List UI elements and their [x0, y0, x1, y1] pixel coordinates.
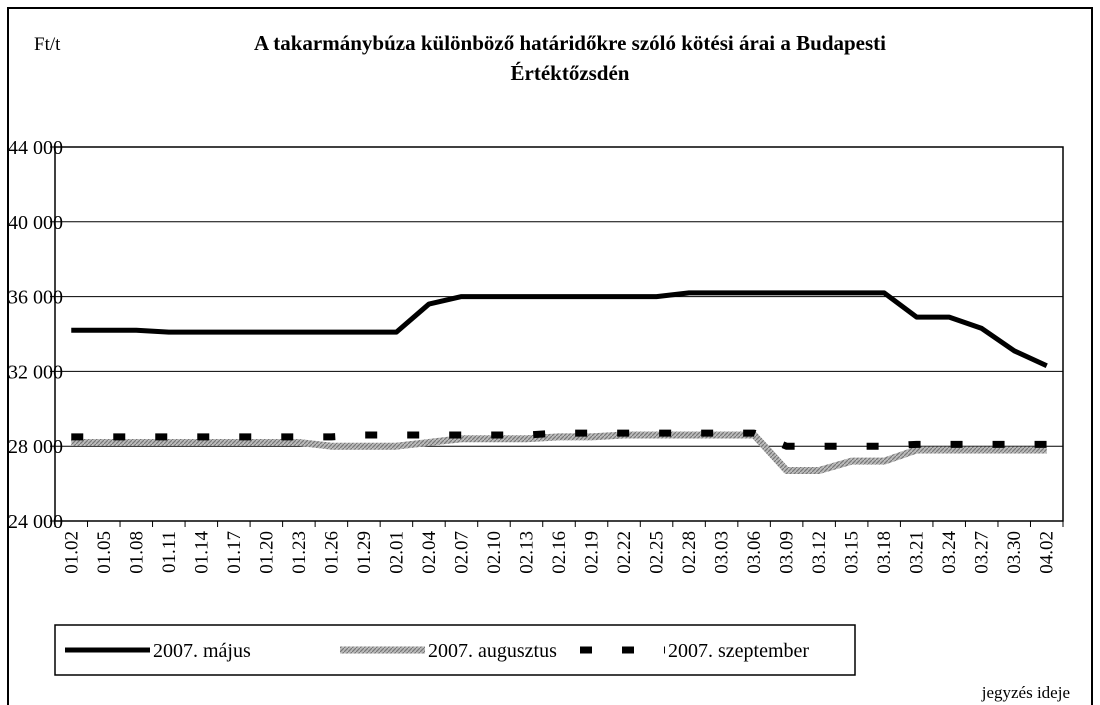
- x-tick-label: 02.01: [386, 531, 407, 574]
- x-tick-label: 03.15: [842, 531, 863, 574]
- x-tick-label: 02.16: [549, 531, 570, 574]
- frame: [7, 7, 1093, 705]
- x-tick-label: 02.19: [582, 531, 603, 574]
- x-tick-label: 02.25: [647, 531, 668, 574]
- y-tick-label: 44 000: [8, 137, 63, 159]
- x-tick-label: 01.26: [321, 531, 342, 574]
- x-tick-label: 02.07: [451, 531, 472, 574]
- x-tick-label: 02.22: [614, 531, 635, 574]
- y-tick-label: 36 000: [8, 287, 63, 309]
- y-tick-label: 28 000: [8, 436, 63, 458]
- x-tick-label: 02.10: [484, 531, 505, 574]
- x-tick-label: 02.28: [679, 531, 700, 574]
- y-tick-label: 32 000: [8, 361, 63, 383]
- x-tick-label: 03.24: [939, 531, 960, 574]
- x-tick-label: 01.11: [159, 531, 180, 573]
- x-tick-label: 03.06: [744, 531, 765, 574]
- y-axis-label: Ft/t: [34, 34, 61, 55]
- x-tick-label: 01.08: [126, 531, 147, 574]
- x-tick-label: 01.23: [289, 531, 310, 574]
- y-tick-label: 24 000: [8, 511, 63, 533]
- plot-frame: [54, 146, 1064, 522]
- legend-label: 2007. augusztus: [428, 640, 557, 662]
- x-tick-label: 01.20: [256, 531, 277, 574]
- x-tick-label: 04.02: [1037, 531, 1058, 574]
- legend-label: 2007. szeptember: [668, 640, 809, 662]
- x-tick-label: 02.13: [516, 531, 537, 574]
- x-tick-label: 01.17: [224, 531, 245, 574]
- x-tick-label: 03.21: [907, 531, 928, 574]
- chart-title: Értéktőzsdén: [511, 61, 630, 85]
- x-tick-label: 01.14: [191, 531, 212, 574]
- x-tick-label: 03.03: [712, 531, 733, 574]
- series-line: [71, 290, 1048, 369]
- x-tick-label: 02.04: [419, 531, 440, 574]
- x-tick-label: 03.12: [809, 531, 830, 574]
- x-tick-label: 03.27: [972, 531, 993, 574]
- x-tick-label: 01.02: [61, 531, 82, 574]
- x-tick-label: 03.30: [1004, 531, 1025, 574]
- legend-label: 2007. május: [153, 640, 251, 662]
- chart-title: A takarmánybúza különböző határidőkre sz…: [254, 31, 886, 55]
- x-tick-label: 03.18: [874, 531, 895, 574]
- x-tick-label: 03.09: [777, 531, 798, 574]
- x-axis-label: jegyzés ideje: [981, 683, 1070, 702]
- x-tick-label: 01.05: [94, 531, 115, 574]
- series-line: [71, 431, 1047, 475]
- y-tick-label: 40 000: [8, 212, 63, 234]
- legend: [54, 624, 856, 676]
- x-tick-label: 01.29: [354, 531, 375, 574]
